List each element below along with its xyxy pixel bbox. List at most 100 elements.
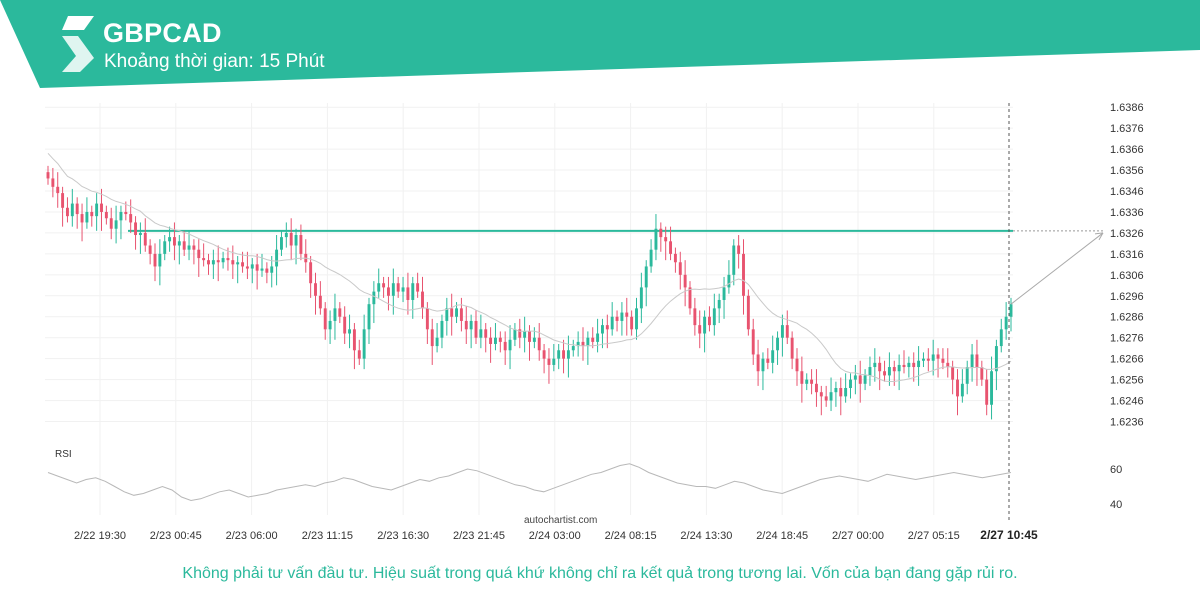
- x-tick-label: 2/23 00:45: [150, 530, 202, 542]
- candle-body: [236, 262, 240, 265]
- candle-body: [605, 325, 609, 330]
- candle-body: [425, 308, 429, 330]
- candle-body: [177, 241, 181, 246]
- candle-body: [878, 362, 882, 372]
- candle-body: [591, 337, 595, 342]
- candle-body: [625, 312, 629, 317]
- candle-body: [669, 241, 673, 254]
- candle-body: [863, 375, 867, 384]
- y-tick-label: 1.6296: [1110, 291, 1144, 303]
- candle-body: [202, 258, 206, 261]
- candle-body: [839, 387, 843, 397]
- x-tick-label: 2/22 19:30: [74, 530, 126, 542]
- x-tick-label: 2/27 00:00: [832, 530, 884, 542]
- candle-body: [887, 367, 891, 376]
- candle-body: [104, 211, 108, 219]
- candle-body: [372, 291, 376, 305]
- y-tick-label: 1.6356: [1110, 165, 1144, 177]
- candle-body: [557, 350, 561, 359]
- candle-body: [469, 320, 473, 330]
- candle-body: [946, 362, 950, 368]
- candle-body: [698, 325, 702, 334]
- candle-body: [980, 367, 984, 380]
- candle-body: [192, 245, 196, 250]
- candle-body: [56, 186, 60, 194]
- interval-label: Khoảng thời gian: 15 Phút: [104, 51, 325, 72]
- candle-body: [489, 337, 493, 344]
- y-tick-label: 1.6366: [1110, 144, 1144, 156]
- candle-body: [717, 299, 721, 309]
- x-tick-label: 2/23 16:30: [377, 530, 429, 542]
- candle-body: [70, 203, 74, 217]
- y-tick-label: 1.6326: [1110, 228, 1144, 240]
- rsi-tick-label: 60: [1110, 464, 1122, 476]
- candle-body: [742, 253, 745, 296]
- candle-body: [328, 320, 332, 330]
- candle-body: [430, 329, 434, 347]
- candle-body: [596, 333, 600, 342]
- y-tick-label: 1.6316: [1110, 249, 1144, 261]
- candle-body: [737, 245, 741, 254]
- x-tick-label: 2/24 03:00: [529, 530, 581, 542]
- candle-body: [785, 325, 789, 338]
- candle-body: [396, 283, 400, 292]
- candle-body: [260, 268, 264, 271]
- candle-body: [294, 235, 298, 246]
- x-tick-label: 2/23 21:45: [453, 530, 505, 542]
- candle-body: [571, 346, 575, 351]
- y-tick-label: 1.6346: [1110, 186, 1144, 198]
- candle-body: [610, 316, 614, 330]
- candle-body: [391, 283, 395, 296]
- candle-body: [926, 358, 930, 361]
- y-tick-label: 1.6386: [1110, 102, 1144, 114]
- candle-body: [95, 203, 99, 217]
- candle-body: [148, 245, 152, 254]
- candle-body: [800, 371, 804, 384]
- x-tick-label: 2/24 18:45: [756, 530, 808, 542]
- candle-body: [693, 308, 697, 326]
- candle-body: [990, 371, 994, 405]
- candle-body: [664, 237, 668, 242]
- candle-body: [323, 308, 327, 330]
- candle-body: [873, 362, 877, 368]
- candle-body: [411, 283, 415, 300]
- candle-body: [795, 358, 799, 372]
- rsi-line: [47, 463, 1012, 502]
- candle-body: [635, 308, 638, 330]
- candle-body: [532, 337, 536, 342]
- candle-body: [80, 214, 84, 223]
- candle-body: [673, 253, 677, 263]
- candle-body: [75, 203, 79, 215]
- candle-body: [299, 235, 303, 254]
- y-tick-label: 1.6266: [1110, 354, 1144, 366]
- x-tick-label: 2/27 05:15: [908, 530, 960, 542]
- candle-body: [250, 264, 254, 269]
- candle-body: [51, 178, 55, 187]
- candle-body: [289, 232, 293, 246]
- candle-body: [712, 308, 716, 326]
- candle-body: [474, 320, 478, 338]
- candle-body: [503, 341, 507, 351]
- candle-body: [338, 308, 342, 317]
- candle-body: [46, 172, 50, 179]
- candle-body: [450, 308, 454, 317]
- candle-body: [849, 379, 852, 388]
- candle-body: [119, 211, 123, 221]
- candle-body: [1004, 316, 1008, 330]
- candle-body: [581, 341, 585, 347]
- candle-body: [279, 237, 283, 250]
- candle-body: [348, 329, 352, 334]
- candle-body: [562, 350, 566, 359]
- candle-body: [844, 387, 848, 397]
- candle-body: [163, 241, 167, 254]
- candle-body: [600, 325, 604, 334]
- candle-body: [703, 316, 707, 334]
- y-tick-label: 1.6236: [1110, 417, 1144, 429]
- candle-body: [445, 308, 449, 321]
- candle-body: [124, 211, 128, 215]
- candle-body: [382, 283, 386, 288]
- candle-body: [231, 260, 235, 265]
- candle-body: [357, 350, 361, 359]
- candle-body: [727, 274, 731, 288]
